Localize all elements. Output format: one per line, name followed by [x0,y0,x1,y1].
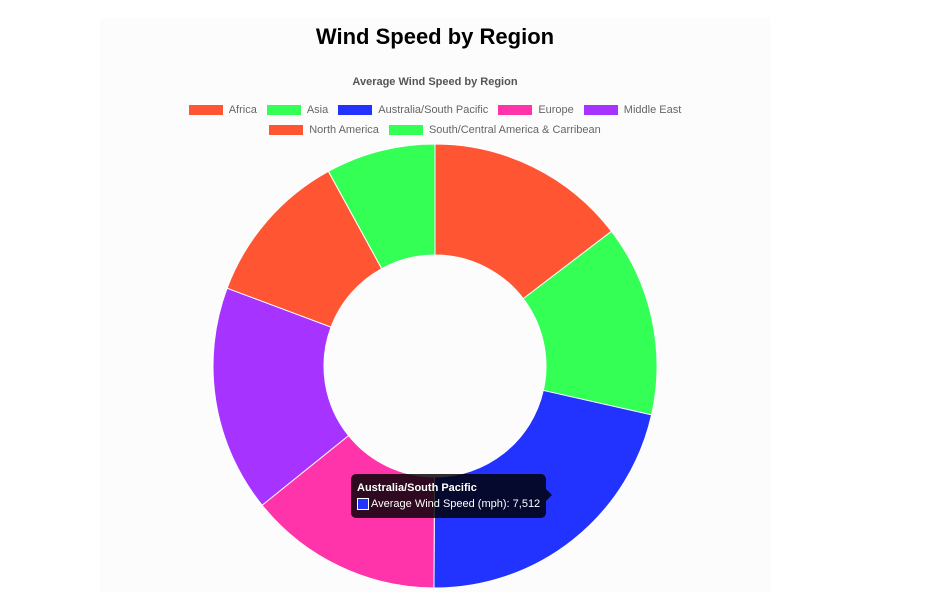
chart-tooltip: Australia/South Pacific Average Wind Spe… [351,474,553,518]
legend-item[interactable]: Asia [266,104,329,116]
tooltip-line: Average Wind Speed (mph): 7,512 [357,496,540,512]
legend-item[interactable]: Africa [188,104,257,116]
tooltip-label: Average Wind Speed (mph): 7,512 [371,498,541,510]
legend-item[interactable]: South/Central America & Carribean [388,124,601,136]
legend-label: South/Central America & Carribean [428,124,601,136]
legend-swatch [269,125,304,135]
legend-label: Australia/South Pacific [378,104,489,116]
legend-item[interactable]: North America [269,124,379,136]
legend-swatch [338,105,373,115]
legend-swatch [388,125,423,135]
legend: Africa Asia Australia/South Pacific Europe M… [0,104,870,116]
page-title: Wind Speed by Region [315,24,555,49]
legend-swatch [583,105,618,115]
chart-title: Average Wind Speed by Region [352,76,518,88]
legend-label: Europe [538,104,574,116]
donut-slice-middle-east[interactable] [212,287,350,506]
legend-swatch [498,105,533,115]
legend-item[interactable]: Middle East [583,104,682,116]
legend-swatch [188,105,223,115]
legend-label: Asia [306,104,329,116]
tooltip-color-swatch [357,498,369,510]
legend-label: North America [309,124,379,136]
legend-swatch [266,105,301,115]
legend-row-2: North America South/Central America & Car… [0,124,870,136]
legend-item[interactable]: Australia/South Pacific [338,104,488,116]
legend-label: Middle East [623,104,682,116]
legend-label: Africa [228,104,257,116]
legend-item[interactable]: Europe [498,104,574,116]
donut-slice-south-central-america-carribean[interactable] [327,143,436,270]
tooltip-title: Australia/South Pacific [357,482,477,494]
donut-slice-africa[interactable] [434,143,613,300]
